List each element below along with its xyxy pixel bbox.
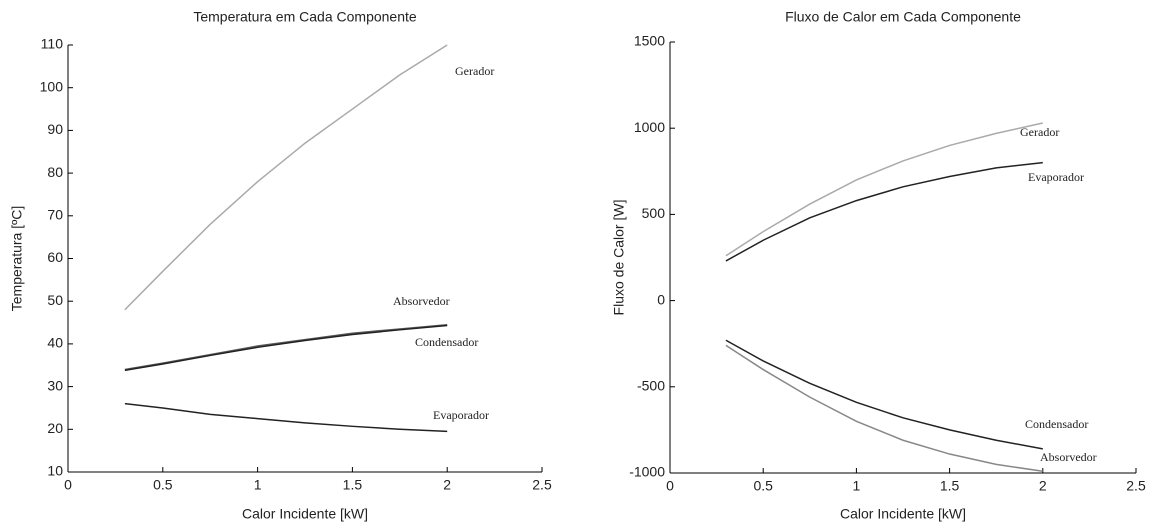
y-tick-label: 60 bbox=[47, 249, 63, 265]
y-tick-label: 110 bbox=[41, 36, 64, 52]
series-line bbox=[124, 44, 448, 311]
series-line bbox=[725, 161, 1043, 262]
x-tick-label: 1.5 bbox=[940, 478, 960, 494]
y-tick-label: 70 bbox=[47, 207, 63, 223]
y-tick-label: 90 bbox=[47, 121, 63, 137]
y-tick-label: 100 bbox=[40, 78, 64, 94]
x-axis-label: Calor Incidente [kW] bbox=[242, 506, 368, 522]
y-axis-label: Temperatura [ºC] bbox=[9, 206, 25, 312]
series-annotation: Evaporador bbox=[1028, 170, 1084, 184]
y-tick-label: 10 bbox=[47, 463, 63, 479]
x-tick-label: 2 bbox=[1039, 478, 1047, 494]
y-tick-label: 1500 bbox=[634, 33, 665, 49]
x-tick-label: 1 bbox=[254, 477, 262, 493]
x-tick-label: 2.5 bbox=[1126, 478, 1146, 494]
y-tick-label: 20 bbox=[47, 420, 63, 436]
chart-title: Fluxo de Calor em Cada Componente bbox=[785, 9, 1021, 25]
series-annotation: Absorvedor bbox=[1040, 450, 1097, 464]
x-tick-label: 2.5 bbox=[532, 477, 552, 493]
series-line bbox=[725, 122, 1043, 257]
series-annotation: Condensador bbox=[1025, 417, 1088, 431]
series-annotation: Condensador bbox=[415, 335, 478, 349]
y-tick-label: 30 bbox=[47, 377, 63, 393]
x-tick-label: 0.5 bbox=[153, 477, 173, 493]
series-line bbox=[124, 324, 448, 372]
y-axis-label: Fluxo de Calor [W] bbox=[611, 200, 627, 316]
series-line bbox=[124, 323, 448, 371]
series-annotation: Absorvedor bbox=[393, 294, 450, 308]
series-annotation: Gerador bbox=[1020, 125, 1059, 139]
series-line bbox=[725, 344, 1043, 473]
x-tick-label: 0.5 bbox=[753, 478, 773, 494]
series-annotation: Gerador bbox=[455, 64, 494, 78]
y-tick-label: 50 bbox=[47, 292, 63, 308]
x-tick-label: 0 bbox=[666, 478, 674, 494]
y-tick-label: -500 bbox=[637, 378, 665, 394]
x-axis-label: Calor Incidente [kW] bbox=[840, 506, 966, 522]
x-tick-label: 1.5 bbox=[343, 477, 363, 493]
x-tick-label: 0 bbox=[64, 477, 72, 493]
series-line bbox=[124, 402, 448, 433]
series-annotation: Evaporador bbox=[433, 408, 489, 422]
y-tick-label: 0 bbox=[657, 291, 665, 307]
y-tick-label: 1000 bbox=[634, 119, 665, 135]
series-line bbox=[725, 339, 1043, 450]
x-tick-label: 2 bbox=[443, 477, 451, 493]
y-tick-label: 80 bbox=[47, 164, 63, 180]
y-tick-label: -1000 bbox=[629, 464, 665, 480]
y-tick-label: 40 bbox=[47, 335, 63, 351]
y-tick-label: 500 bbox=[642, 205, 666, 221]
x-tick-label: 1 bbox=[853, 478, 861, 494]
chart-title: Temperatura em Cada Componente bbox=[193, 9, 417, 25]
